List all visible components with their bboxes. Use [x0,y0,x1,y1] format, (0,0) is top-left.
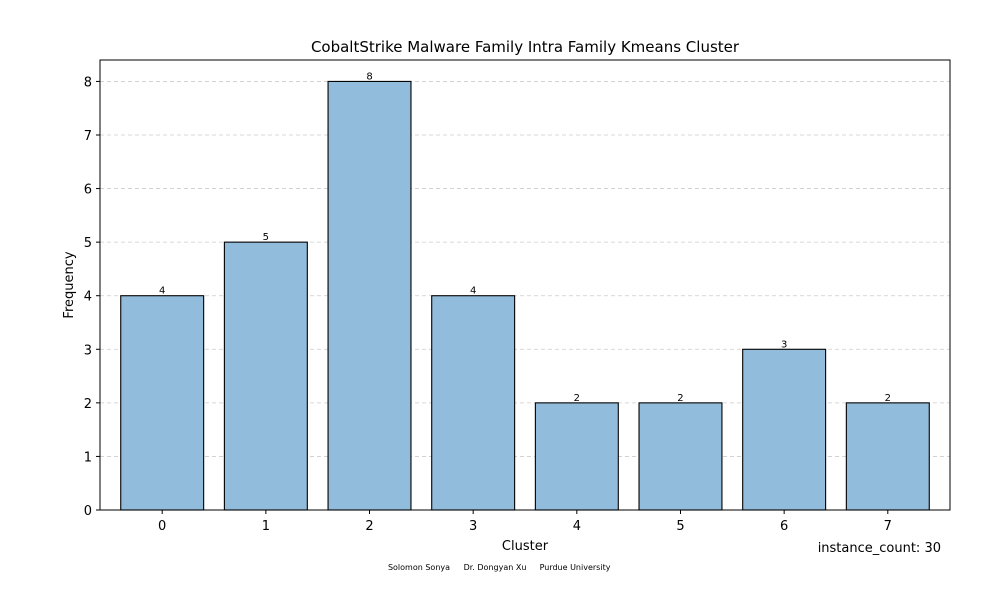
y-tick-label: 2 [84,397,92,412]
bar-cluster-4 [534,402,619,511]
x-tick-label: 1 [262,519,270,534]
y-tick-label: 8 [84,75,92,90]
y-tick-label: 1 [84,450,92,465]
y-tick-label: 4 [84,290,92,305]
y-tick-label: 6 [84,183,92,198]
bar-cluster-3 [431,295,516,511]
bar-value-label: 5 [263,232,269,243]
bar-value-label: 3 [781,339,787,350]
credit-advisor: Dr. Dongyan Xu [464,563,527,572]
y-tick-label: 0 [84,504,92,519]
bar-value-label: 4 [159,286,165,297]
x-axis-label: Cluster [502,539,549,554]
bar-cluster-0 [120,295,205,511]
bar-cluster-2 [327,80,412,511]
y-tick-label: 3 [84,343,92,358]
x-tick-label: 4 [573,519,581,534]
credit-institution: Purdue University [540,563,611,572]
plot-frame [99,59,951,511]
bar-cluster-1 [223,241,308,511]
x-tick-label: 3 [469,519,477,534]
y-axis-ticks: 0 1 2 3 4 5 6 7 8 [84,75,100,519]
x-tick-label: 2 [365,519,373,534]
x-axis-ticks: 0 1 2 3 4 5 6 7 [158,510,892,534]
chart-title: CobaltStrike Malware Family Intra Family… [311,38,740,56]
bar-value-label: 2 [574,393,580,404]
bars [120,80,930,511]
y-axis-label: Frequency [62,251,77,318]
bar-value-label: 8 [366,71,372,82]
x-tick-label: 5 [676,519,684,534]
bar-value-label: 2 [677,393,683,404]
bar-cluster-6 [742,348,827,511]
y-tick-label: 5 [84,236,92,251]
y-tick-label: 7 [84,129,92,144]
credits-footer: Solomon Sonya Dr. Dongyan Xu Purdue Univ… [388,563,611,572]
bar-cluster-7 [845,402,930,511]
bar-value-label: 2 [885,393,891,404]
bar-value-label: 4 [470,286,476,297]
data-labels: 4 5 8 4 2 2 3 2 [159,71,891,403]
bar-cluster-5 [638,402,723,511]
x-tick-label: 7 [884,519,892,534]
x-tick-label: 0 [158,519,166,534]
instance-count-annotation: instance_count: 30 [818,541,941,556]
x-tick-label: 6 [780,519,788,534]
credit-author: Solomon Sonya [388,563,450,572]
